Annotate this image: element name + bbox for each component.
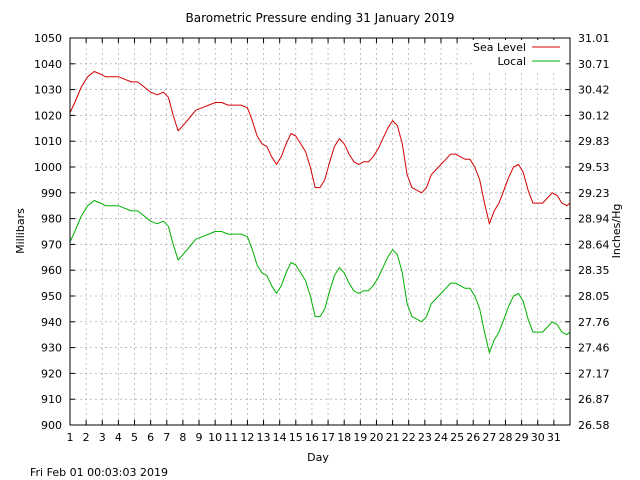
x-tick-label: 15	[289, 431, 303, 444]
y-tick-label-left: 900	[41, 419, 62, 432]
y-tick-label-left: 980	[41, 213, 62, 226]
y-tick-label-right: 29.83	[578, 135, 610, 148]
series-line-sea-level	[69, 71, 571, 225]
y-tick-label-right: 29.53	[578, 161, 610, 174]
y-tick-label-right: 29.23	[578, 187, 610, 200]
x-tick-label: 30	[531, 431, 545, 444]
x-tick-label: 29	[515, 431, 529, 444]
x-tick-label: 28	[498, 431, 512, 444]
y-tick-label-right: 30.42	[578, 84, 610, 97]
y-tick-label-left: 1000	[34, 161, 62, 174]
legend-label-sea-level: Sea Level	[473, 41, 526, 54]
x-axis-label: Day	[307, 451, 329, 464]
legend-background	[472, 40, 566, 70]
y-tick-label-left: 930	[41, 342, 62, 355]
x-tick-label: 10	[208, 431, 222, 444]
x-tick-label: 11	[224, 431, 238, 444]
footer-timestamp: Fri Feb 01 00:03:03 2019	[30, 466, 168, 479]
y-tick-label-right: 26.87	[578, 393, 610, 406]
x-tick-label: 31	[547, 431, 561, 444]
y-tick-label-left: 940	[41, 316, 62, 329]
x-tick-label: 27	[482, 431, 496, 444]
y-tick-label-left: 910	[41, 393, 62, 406]
y-tick-label-right: 27.76	[578, 316, 610, 329]
x-tick-label: 25	[450, 431, 464, 444]
y-tick-label-left: 1020	[34, 109, 62, 122]
x-tick-label: 18	[337, 431, 351, 444]
y-tick-label-left: 990	[41, 187, 62, 200]
y-tick-label-right: 28.35	[578, 264, 610, 277]
y-tick-label-right: 26.58	[578, 419, 610, 432]
grid-lines	[70, 38, 570, 425]
x-tick-label: 19	[353, 431, 367, 444]
series-layer	[69, 71, 571, 354]
x-tick-label: 3	[99, 431, 106, 444]
x-tick-label: 6	[147, 431, 154, 444]
x-tick-label: 8	[179, 431, 186, 444]
x-tick-label: 22	[402, 431, 416, 444]
x-tick-label: 1	[67, 431, 74, 444]
x-tick-label: 16	[305, 431, 319, 444]
y-tick-label-right: 28.64	[578, 238, 610, 251]
plot-frame	[69, 37, 571, 426]
x-tick-label: 20	[369, 431, 383, 444]
chart-title: Barometric Pressure ending 31 January 20…	[185, 11, 454, 25]
x-tick-label: 7	[163, 431, 170, 444]
x-tick-label: 9	[196, 431, 203, 444]
series-line-local	[69, 200, 571, 354]
x-tick-label: 4	[115, 431, 122, 444]
x-tick-label: 24	[434, 431, 448, 444]
y-tick-label-left: 1030	[34, 84, 62, 97]
y-axis-label-left: Millibars	[14, 208, 27, 254]
legend-label-local: Local	[497, 55, 526, 68]
x-tick-label: 5	[131, 431, 138, 444]
legend: Sea Level Local	[472, 40, 566, 70]
y-tick-label-right: 30.71	[578, 58, 610, 71]
x-tick-label: 26	[466, 431, 480, 444]
y-tick-label-right: 28.94	[578, 213, 610, 226]
y-tick-label-right: 28.05	[578, 290, 610, 303]
y-tick-label-left: 920	[41, 367, 62, 380]
y-tick-label-left: 960	[41, 264, 62, 277]
x-tick-label: 17	[321, 431, 335, 444]
y-tick-label-right: 27.17	[578, 367, 610, 380]
y-tick-label-left: 1050	[34, 32, 62, 45]
y-tick-label-left: 950	[41, 290, 62, 303]
x-tick-label: 13	[257, 431, 271, 444]
y-tick-label-left: 970	[41, 238, 62, 251]
x-tick-label: 23	[418, 431, 432, 444]
x-tick-label: 2	[83, 431, 90, 444]
y-tick-label-right: 27.46	[578, 342, 610, 355]
y-axis-label-right: Inches/Hg	[610, 204, 623, 259]
y-tick-label-right: 31.01	[578, 32, 610, 45]
y-tick-label-left: 1040	[34, 58, 62, 71]
x-tick-label: 14	[273, 431, 287, 444]
x-tick-label: 21	[386, 431, 400, 444]
y-tick-label-right: 30.12	[578, 109, 610, 122]
y-tick-label-left: 1010	[34, 135, 62, 148]
x-tick-label: 12	[240, 431, 254, 444]
